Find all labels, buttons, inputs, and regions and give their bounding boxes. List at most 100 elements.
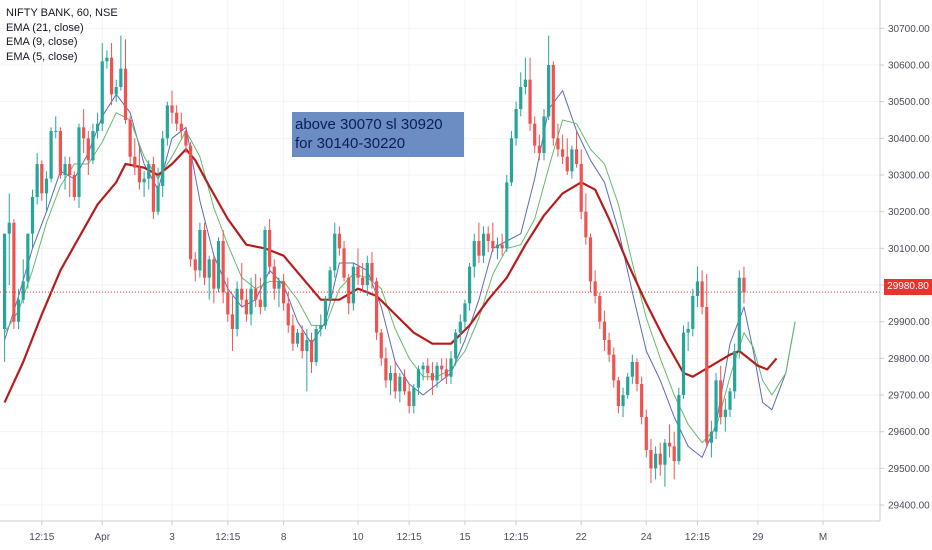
candle xyxy=(728,387,732,418)
candle xyxy=(672,431,676,480)
candle xyxy=(351,263,355,311)
candle-body xyxy=(212,259,216,289)
candle xyxy=(547,35,551,121)
candle xyxy=(449,351,453,385)
candle xyxy=(207,255,211,300)
candle-body xyxy=(305,340,309,352)
candle-body xyxy=(258,299,262,308)
candle-body xyxy=(616,380,620,407)
candle xyxy=(537,134,541,161)
candle xyxy=(612,347,616,388)
candle-body xyxy=(77,127,81,198)
candle-body xyxy=(388,373,393,381)
candle-body xyxy=(72,175,76,198)
candle-body xyxy=(384,358,388,381)
candle-body xyxy=(570,149,574,172)
candle-body xyxy=(342,248,346,278)
candle xyxy=(719,365,723,425)
candle xyxy=(105,50,109,69)
candle-body xyxy=(3,233,7,330)
ema21-legend[interactable]: EMA (21, close) xyxy=(6,21,84,34)
candle-body xyxy=(198,230,202,271)
candle xyxy=(63,156,67,190)
candle xyxy=(644,409,648,458)
candle-body xyxy=(412,387,416,407)
candle-body xyxy=(44,178,49,194)
candle xyxy=(398,373,402,403)
candle xyxy=(142,171,146,198)
trade-note[interactable]: above 30070 sl 30920 for 30140-30220 xyxy=(292,112,464,157)
candle-body xyxy=(240,288,244,300)
candle xyxy=(365,255,369,297)
candle xyxy=(388,365,393,396)
candle xyxy=(649,439,653,484)
candle xyxy=(519,72,523,117)
candle xyxy=(263,226,267,311)
candlesticks[interactable] xyxy=(3,35,746,487)
price-tick-label: 30600.00 xyxy=(888,61,930,72)
candle-body xyxy=(723,409,727,418)
candle xyxy=(282,274,286,311)
candle-body xyxy=(598,296,602,322)
candle xyxy=(268,219,272,275)
candle-body xyxy=(491,241,495,249)
candle-body xyxy=(175,112,179,124)
candle xyxy=(77,123,81,209)
candle-body xyxy=(593,281,597,297)
candle xyxy=(426,358,430,381)
candle xyxy=(147,160,151,190)
ema9-legend[interactable]: EMA (9, close) xyxy=(6,36,78,48)
candle xyxy=(254,274,258,308)
candle-body xyxy=(226,292,230,315)
candle-body xyxy=(537,145,541,154)
candle-body xyxy=(68,164,72,176)
candle-body xyxy=(114,87,118,95)
candle xyxy=(579,149,583,220)
candle-body xyxy=(337,233,341,249)
candle xyxy=(347,274,351,315)
candle-body xyxy=(147,164,151,179)
candle xyxy=(165,101,169,146)
candle xyxy=(333,222,337,278)
price-tick-label: 30300.00 xyxy=(888,171,930,182)
ema5-legend[interactable]: EMA (5, close) xyxy=(6,50,78,63)
candle xyxy=(151,156,155,220)
candle-body xyxy=(505,182,509,249)
candle xyxy=(361,263,365,293)
candle xyxy=(695,266,700,308)
price-axis[interactable]: 29400.00 29500.00 29600.00 29700.00 29800.00… xyxy=(880,24,930,512)
candle xyxy=(514,101,518,146)
candle-body xyxy=(221,241,225,293)
candle xyxy=(640,376,644,425)
price-tick-label: 29400.00 xyxy=(888,501,930,512)
candle-body xyxy=(667,442,672,447)
candle-body xyxy=(123,68,128,121)
candle xyxy=(570,145,574,179)
candle xyxy=(635,358,639,392)
symbol-label[interactable]: NIFTY BANK, 60, NSE xyxy=(6,7,118,19)
candle-body xyxy=(82,127,86,139)
candle-body xyxy=(709,431,713,443)
candle-body xyxy=(509,138,514,183)
candle xyxy=(328,266,332,304)
candle xyxy=(189,142,193,267)
candle-body xyxy=(272,266,276,289)
candle-body xyxy=(630,362,634,377)
time-axis[interactable]: 12:15 Apr 3 12:15 8 10 12:15 15 12:15 22 24 12:15 29… xyxy=(29,521,827,543)
candle xyxy=(114,79,118,102)
candle xyxy=(72,171,76,201)
price-tick-label: 29700.00 xyxy=(888,391,930,402)
candle-body xyxy=(54,131,58,133)
candle-body xyxy=(295,332,300,344)
candle-body xyxy=(621,395,625,407)
candle-body xyxy=(165,105,169,139)
candle xyxy=(709,420,713,458)
candle xyxy=(295,329,300,348)
time-tick-label: M xyxy=(819,532,827,543)
candle xyxy=(342,241,346,282)
price-tick-label: 30200.00 xyxy=(888,207,930,218)
candle xyxy=(486,226,490,253)
candle-body xyxy=(584,211,588,238)
candle xyxy=(681,325,686,399)
